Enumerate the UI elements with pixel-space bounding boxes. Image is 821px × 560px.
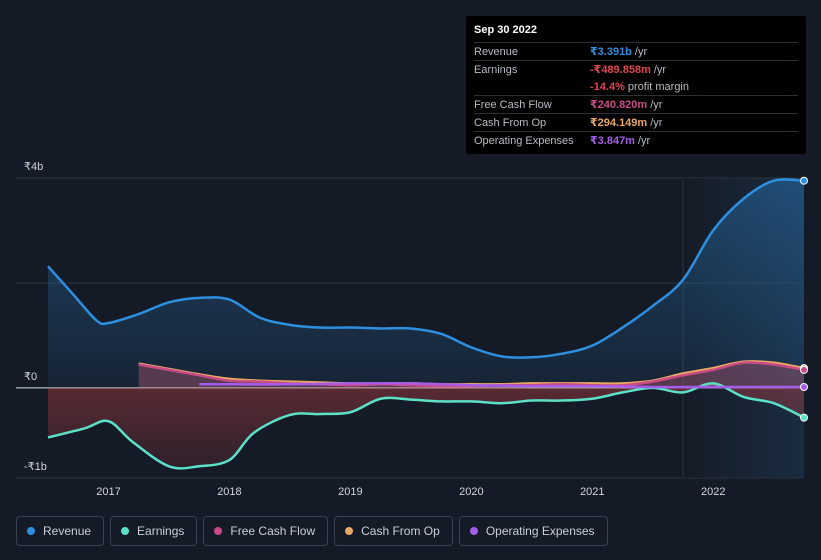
earnings-line xyxy=(47,382,805,470)
tooltip-value: ₹3.391b xyxy=(590,46,632,58)
x-tick-label: 2022 xyxy=(701,486,725,498)
earnings-area xyxy=(48,383,804,469)
chart-area: ₹4b ₹0 -₹1b 2017 2018 2019 2020 2021 2022 xyxy=(16,161,808,498)
legend-item-cash-from-op[interactable]: Cash From Op xyxy=(334,516,453,546)
free-cash-flow-endpoint xyxy=(800,365,808,374)
series-lines xyxy=(47,178,805,470)
y-tick-label: -₹1b xyxy=(24,461,47,473)
earnings-endpoint xyxy=(800,413,808,422)
tooltip-unit: profit margin xyxy=(627,80,689,93)
operating-expenses-line xyxy=(199,381,804,389)
legend-label: Cash From Op xyxy=(361,524,440,538)
tooltip-date: Sep 30 2022 xyxy=(474,24,537,36)
y-axis-labels: ₹4b ₹0 -₹1b xyxy=(24,161,47,473)
legend-item-earnings[interactable]: Earnings xyxy=(110,516,198,546)
tooltip-row-earnings: Earnings -₹489.858m /yr xyxy=(474,60,798,78)
series-endpoints xyxy=(800,176,808,422)
tooltip-row-operating-expenses: Operating Expenses ₹3.847m /yr xyxy=(474,131,798,149)
revenue-endpoint xyxy=(800,176,808,185)
tooltip-label: Free Cash Flow xyxy=(474,98,552,111)
tooltip-row-revenue: Revenue ₹3.391b /yr xyxy=(474,42,798,60)
tooltip-value: -14.4% xyxy=(590,80,625,93)
legend-dot-icon xyxy=(345,527,354,535)
tooltip-unit: /yr xyxy=(637,134,651,147)
tooltip-label: Operating Expenses xyxy=(474,134,574,147)
y-tick-label: ₹0 xyxy=(24,371,37,383)
legend-item-operating-expenses[interactable]: Operating Expenses xyxy=(458,516,608,546)
x-tick-label: 2020 xyxy=(459,486,483,498)
legend-label: Free Cash Flow xyxy=(230,524,316,538)
x-axis-labels: 2017 2018 2019 2020 2021 2022 xyxy=(96,486,725,498)
legend-dot-icon xyxy=(214,527,223,535)
tooltip-label: Cash From Op xyxy=(474,116,547,129)
tooltip-unit: /yr xyxy=(634,45,648,58)
legend-item-revenue[interactable]: Revenue xyxy=(16,516,105,546)
tooltip-unit: /yr xyxy=(653,63,667,76)
data-tooltip: Sep 30 2022 Revenue ₹3.391b /yr Earnings… xyxy=(466,16,806,154)
x-tick-label: 2018 xyxy=(217,486,241,498)
legend-dot-icon xyxy=(469,527,478,535)
tooltip-row-profit-margin: -14.4% profit margin xyxy=(474,78,798,95)
legend-label: Revenue xyxy=(43,524,92,538)
tooltip-row-free-cash-flow: Free Cash Flow ₹240.820m /yr xyxy=(474,95,798,113)
chart-legend: Revenue Earnings Free Cash Flow Cash Fro… xyxy=(16,516,608,546)
revenue-area xyxy=(48,179,804,388)
legend-label: Operating Expenses xyxy=(485,524,595,538)
x-tick-label: 2021 xyxy=(580,486,604,498)
tooltip-value: ₹3.847m xyxy=(590,135,635,147)
tooltip-row-cash-from-op: Cash From Op ₹294.149m /yr xyxy=(474,113,798,131)
tooltip-unit: /yr xyxy=(650,116,663,129)
tooltip-label: Revenue xyxy=(474,45,519,58)
revenue-line xyxy=(47,178,805,359)
operating-expenses-endpoint xyxy=(800,383,808,392)
legend-dot-icon xyxy=(121,527,130,535)
legend-item-free-cash-flow[interactable]: Free Cash Flow xyxy=(203,516,329,546)
tooltip-unit: /yr xyxy=(650,98,663,111)
legend-label: Earnings xyxy=(137,524,185,538)
legend-dot-icon xyxy=(27,527,35,535)
tooltip-value: -₹489.858m xyxy=(590,64,651,76)
tooltip-value: ₹294.149m xyxy=(590,117,648,129)
y-tick-label: ₹4b xyxy=(24,161,43,173)
tooltip-label: Earnings xyxy=(474,63,518,76)
tooltip-value: ₹240.820m xyxy=(590,99,648,111)
x-tick-label: 2019 xyxy=(338,486,362,498)
x-tick-label: 2017 xyxy=(96,486,120,498)
